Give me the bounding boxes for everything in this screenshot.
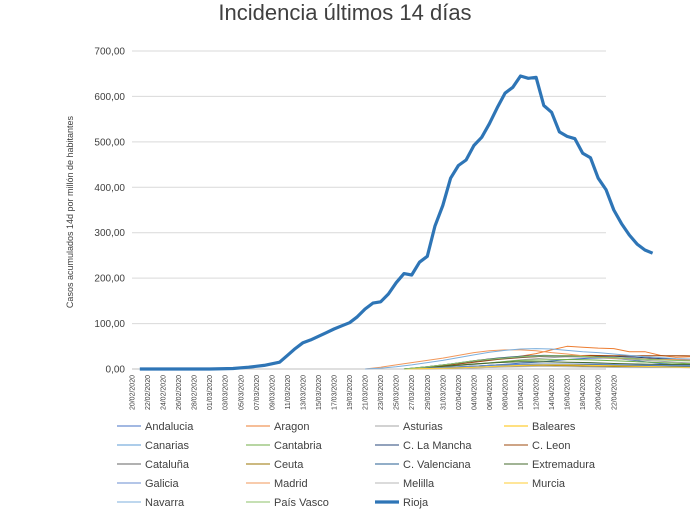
x-tick-label: 26/02/2020: [176, 375, 183, 410]
x-tick-label: 20/04/2020: [596, 375, 603, 410]
x-tick-label: 08/04/2020: [502, 375, 509, 410]
legend-label: País Vasco: [274, 497, 329, 509]
legend-label: Baleares: [532, 421, 576, 433]
x-axis: 20/02/2020 22/02/2020 24/02/2020 26/02/2020…: [130, 375, 619, 410]
x-tick-label: 13/03/2020: [300, 375, 307, 410]
legend-label: C. La Mancha: [403, 440, 472, 452]
x-tick-label: 14/04/2020: [549, 375, 556, 410]
legend-label: Extremadura: [532, 459, 596, 471]
x-tick-label: 12/04/2020: [534, 375, 541, 410]
x-tick-label: 27/03/2020: [409, 375, 416, 410]
series-line: [365, 349, 690, 370]
series-line: [365, 348, 690, 370]
legend-label: C. Valenciana: [403, 459, 472, 471]
legend-label: Murcia: [532, 478, 566, 490]
x-tick-label: 09/03/2020: [269, 375, 276, 410]
x-tick-label: 29/03/2020: [425, 375, 432, 410]
x-tick-label: 06/04/2020: [487, 375, 494, 410]
legend-label: Andalucia: [145, 421, 194, 433]
chart-title: Incidencia últimos 14 días: [218, 0, 472, 25]
y-tick-label: 100,00: [94, 319, 125, 330]
x-tick-label: 03/03/2020: [223, 375, 230, 410]
x-tick-label: 15/03/2020: [316, 375, 323, 410]
x-tick-label: 19/03/2020: [347, 375, 354, 410]
x-tick-label: 24/02/2020: [161, 375, 168, 410]
x-tick-label: 23/03/2020: [378, 375, 385, 410]
x-tick-label: 25/03/2020: [394, 375, 401, 410]
series-line: [403, 365, 690, 370]
x-tick-label: 05/03/2020: [238, 375, 245, 410]
x-tick-label: 07/03/2020: [254, 375, 261, 410]
y-tick-label: 600,00: [94, 92, 125, 103]
series-line: [403, 364, 690, 370]
x-tick-label: 22/04/2020: [611, 375, 618, 410]
y-tick-label: 0,00: [106, 365, 126, 376]
x-tick-label: 11/03/2020: [285, 375, 292, 410]
legend-label: Cataluña: [145, 459, 190, 471]
legend: Andalucia Aragon Asturias Baleares Canarias C…: [117, 421, 596, 509]
legend-label: Galicia: [145, 478, 180, 490]
y-tick-label: 400,00: [94, 183, 125, 194]
legend-label: Ceuta: [274, 459, 304, 471]
y-tick-label: 300,00: [94, 228, 125, 239]
x-tick-label: 04/04/2020: [471, 375, 478, 410]
y-tick-label: 700,00: [94, 47, 125, 58]
grid-layer: [132, 50, 606, 370]
x-tick-label: 22/02/2020: [145, 375, 152, 410]
legend-label: Canarias: [145, 440, 190, 452]
series-line: [403, 355, 690, 370]
y-axis: 0,00 100,00 200,00 300,00 400,00 500,00 600,00…: [94, 47, 125, 376]
x-tick-label: 18/04/2020: [580, 375, 587, 410]
series-line: [403, 361, 690, 370]
series-layer: [139, 74, 690, 371]
x-tick-label: 28/02/2020: [192, 375, 199, 410]
legend-label: Aragon: [274, 421, 309, 433]
y-tick-label: 500,00: [94, 137, 125, 148]
series-line: [403, 363, 690, 370]
legend-label: Madrid: [274, 478, 308, 490]
legend-label: Cantabria: [274, 440, 323, 452]
legend-label: Rioja: [403, 497, 429, 509]
x-tick-label: 16/04/2020: [565, 375, 572, 410]
x-tick-label: 21/03/2020: [363, 375, 370, 410]
x-tick-label: 31/03/2020: [440, 375, 447, 410]
series-line: [139, 74, 654, 371]
legend-label: C. Leon: [532, 440, 571, 452]
x-tick-label: 17/03/2020: [332, 375, 339, 410]
x-tick-label: 20/02/2020: [130, 375, 137, 410]
legend-label: Asturias: [403, 421, 443, 433]
y-tick-label: 200,00: [94, 274, 125, 285]
y-axis-label: Casos acumulados 14d por millón de habit…: [65, 115, 75, 308]
legend-label: Navarra: [145, 497, 185, 509]
x-tick-label: 10/04/2020: [518, 375, 525, 410]
legend-label: Melilla: [403, 478, 435, 490]
x-tick-label: 01/03/2020: [207, 375, 214, 410]
x-tick-label: 02/04/2020: [456, 375, 463, 410]
